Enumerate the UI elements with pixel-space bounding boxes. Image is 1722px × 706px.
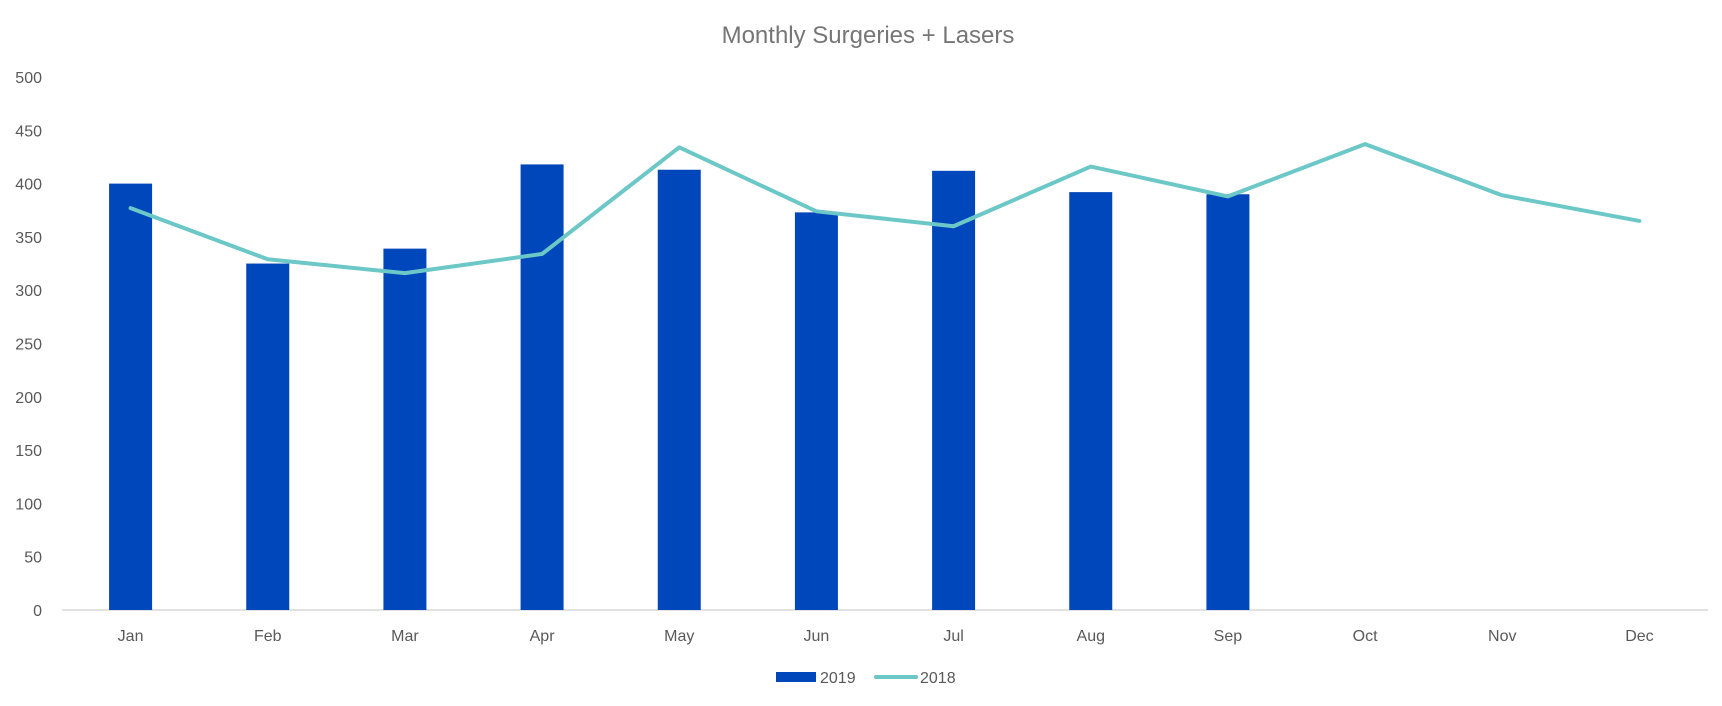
bar-2019-sep bbox=[1206, 194, 1250, 610]
x-tick-label: Sep bbox=[1214, 628, 1243, 645]
legend-swatch-2019 bbox=[776, 672, 816, 682]
x-tick-label: May bbox=[664, 628, 694, 645]
x-tick-label: Aug bbox=[1077, 628, 1105, 645]
y-axis: 0 50 100 150 200 250 300 350 400 450 500 bbox=[15, 70, 42, 620]
y-tick-label: 200 bbox=[15, 390, 42, 407]
y-tick-label: 250 bbox=[15, 337, 42, 354]
y-tick-label: 50 bbox=[24, 550, 42, 567]
y-tick-label: 500 bbox=[15, 70, 42, 87]
bar-2019-aug bbox=[1069, 192, 1113, 611]
legend-label-2018: 2018 bbox=[920, 670, 956, 687]
bar-2019-jan bbox=[109, 183, 153, 610]
y-tick-label: 0 bbox=[33, 603, 42, 620]
legend-item-2019: 2019 bbox=[776, 670, 856, 687]
y-tick-label: 450 bbox=[15, 123, 42, 140]
y-tick-label: 150 bbox=[15, 443, 42, 460]
y-tick-label: 350 bbox=[15, 230, 42, 247]
x-tick-label: Jan bbox=[118, 628, 144, 645]
x-tick-label: Apr bbox=[530, 628, 556, 645]
x-tick-label: Nov bbox=[1488, 628, 1516, 645]
x-axis: Jan Feb Mar Apr May Jun Jul Aug Sep Oct Nov Dec bbox=[62, 609, 1708, 645]
bar-2019-feb bbox=[246, 263, 290, 610]
y-tick-label: 100 bbox=[15, 496, 42, 513]
legend-item-2018: 2018 bbox=[874, 670, 956, 687]
y-tick-label: 300 bbox=[15, 283, 42, 300]
y-tick-label: 400 bbox=[15, 177, 42, 194]
bar-2019-apr bbox=[520, 164, 564, 611]
bar-2019-may bbox=[657, 169, 701, 610]
legend-label-2019: 2019 bbox=[820, 670, 856, 687]
bar-2019-mar bbox=[383, 248, 427, 610]
x-tick-label: Dec bbox=[1625, 628, 1653, 645]
line-series-2018 bbox=[128, 142, 1642, 276]
bar-2019-jul bbox=[932, 170, 976, 611]
legend: 2019 2018 bbox=[776, 670, 956, 687]
x-tick-label: Oct bbox=[1353, 628, 1378, 645]
x-tick-label: Jun bbox=[804, 628, 830, 645]
x-tick-label: Jul bbox=[943, 628, 963, 645]
x-tick-label: Mar bbox=[391, 628, 419, 645]
bar-2019-jun bbox=[794, 212, 838, 610]
chart-title: Monthly Surgeries + Lasers bbox=[722, 22, 1015, 49]
bar-series-2019 bbox=[109, 164, 1250, 611]
line-2018 bbox=[128, 142, 1642, 276]
x-tick-label: Feb bbox=[254, 628, 282, 645]
